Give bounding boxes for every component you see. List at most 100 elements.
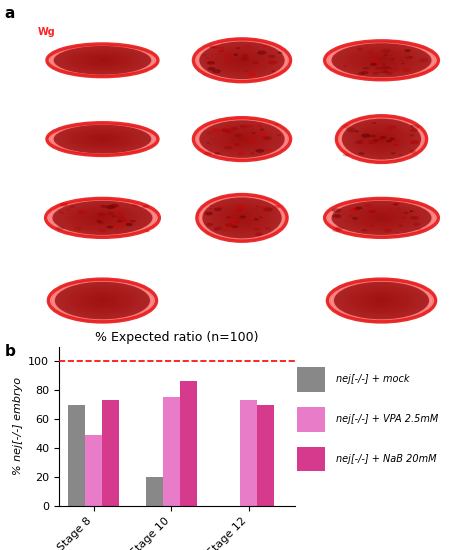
Ellipse shape bbox=[378, 138, 384, 140]
Ellipse shape bbox=[214, 152, 220, 155]
Ellipse shape bbox=[396, 209, 399, 211]
Ellipse shape bbox=[99, 229, 106, 232]
Ellipse shape bbox=[237, 209, 242, 211]
Ellipse shape bbox=[381, 66, 390, 70]
Ellipse shape bbox=[383, 229, 392, 233]
Ellipse shape bbox=[337, 67, 340, 68]
Ellipse shape bbox=[343, 65, 347, 67]
Ellipse shape bbox=[259, 217, 263, 218]
Ellipse shape bbox=[350, 208, 358, 212]
Text: nej[-/-] +Mock: nej[-/-] +Mock bbox=[207, 7, 261, 16]
Ellipse shape bbox=[234, 134, 242, 137]
Ellipse shape bbox=[251, 152, 254, 154]
Ellipse shape bbox=[368, 51, 375, 54]
Ellipse shape bbox=[232, 225, 238, 228]
Ellipse shape bbox=[240, 125, 247, 128]
Ellipse shape bbox=[207, 142, 210, 144]
Ellipse shape bbox=[276, 134, 281, 136]
Ellipse shape bbox=[100, 205, 107, 208]
Ellipse shape bbox=[250, 139, 257, 142]
Ellipse shape bbox=[193, 39, 291, 81]
Ellipse shape bbox=[202, 197, 282, 239]
Ellipse shape bbox=[199, 41, 285, 79]
Ellipse shape bbox=[331, 43, 433, 78]
Ellipse shape bbox=[242, 54, 248, 57]
Ellipse shape bbox=[203, 74, 206, 75]
Ellipse shape bbox=[49, 200, 157, 236]
Ellipse shape bbox=[370, 63, 377, 66]
Ellipse shape bbox=[411, 125, 420, 129]
FancyBboxPatch shape bbox=[297, 408, 325, 432]
Ellipse shape bbox=[372, 72, 379, 75]
Ellipse shape bbox=[209, 208, 212, 210]
Ellipse shape bbox=[230, 219, 238, 223]
Ellipse shape bbox=[390, 68, 399, 72]
Ellipse shape bbox=[226, 216, 231, 218]
Ellipse shape bbox=[116, 213, 121, 215]
Ellipse shape bbox=[381, 49, 391, 53]
Ellipse shape bbox=[268, 60, 277, 64]
Ellipse shape bbox=[49, 279, 157, 322]
Ellipse shape bbox=[364, 204, 373, 208]
Ellipse shape bbox=[369, 210, 376, 213]
Ellipse shape bbox=[254, 218, 259, 221]
Ellipse shape bbox=[385, 72, 393, 75]
Ellipse shape bbox=[391, 59, 395, 60]
Ellipse shape bbox=[387, 212, 391, 213]
Ellipse shape bbox=[263, 207, 273, 212]
Ellipse shape bbox=[54, 281, 151, 320]
Ellipse shape bbox=[260, 128, 265, 131]
Ellipse shape bbox=[256, 206, 261, 207]
Ellipse shape bbox=[341, 118, 422, 160]
Ellipse shape bbox=[371, 60, 379, 64]
Ellipse shape bbox=[363, 67, 370, 70]
Ellipse shape bbox=[390, 138, 398, 142]
Ellipse shape bbox=[112, 215, 117, 217]
Ellipse shape bbox=[277, 52, 282, 54]
Ellipse shape bbox=[254, 208, 257, 210]
Ellipse shape bbox=[213, 228, 219, 231]
Ellipse shape bbox=[383, 70, 388, 73]
Ellipse shape bbox=[410, 210, 414, 212]
Ellipse shape bbox=[98, 221, 104, 224]
Ellipse shape bbox=[370, 55, 378, 58]
Ellipse shape bbox=[268, 55, 276, 58]
Ellipse shape bbox=[204, 152, 212, 155]
Ellipse shape bbox=[389, 67, 392, 69]
Ellipse shape bbox=[379, 71, 385, 73]
Text: Stage 10: Stage 10 bbox=[21, 202, 28, 233]
Ellipse shape bbox=[386, 140, 392, 142]
Ellipse shape bbox=[390, 152, 395, 155]
Ellipse shape bbox=[394, 144, 399, 146]
Ellipse shape bbox=[350, 208, 357, 212]
Ellipse shape bbox=[54, 46, 151, 75]
Ellipse shape bbox=[198, 41, 286, 80]
Ellipse shape bbox=[375, 67, 382, 70]
Ellipse shape bbox=[372, 122, 376, 124]
Ellipse shape bbox=[78, 210, 86, 214]
Ellipse shape bbox=[327, 279, 435, 322]
Ellipse shape bbox=[206, 223, 213, 227]
Ellipse shape bbox=[225, 223, 234, 227]
Bar bbox=[85, 435, 102, 506]
Ellipse shape bbox=[355, 140, 363, 144]
Ellipse shape bbox=[396, 207, 400, 209]
Ellipse shape bbox=[332, 228, 341, 232]
Ellipse shape bbox=[47, 44, 158, 76]
Ellipse shape bbox=[96, 220, 101, 222]
Ellipse shape bbox=[50, 124, 155, 155]
Ellipse shape bbox=[54, 125, 151, 153]
Ellipse shape bbox=[246, 125, 252, 128]
Ellipse shape bbox=[274, 123, 279, 125]
Ellipse shape bbox=[234, 143, 241, 146]
Ellipse shape bbox=[131, 220, 137, 223]
Ellipse shape bbox=[106, 205, 115, 209]
Ellipse shape bbox=[59, 211, 64, 213]
Ellipse shape bbox=[327, 200, 435, 236]
Ellipse shape bbox=[271, 70, 275, 72]
Ellipse shape bbox=[116, 210, 124, 213]
Ellipse shape bbox=[255, 233, 262, 236]
Ellipse shape bbox=[233, 210, 238, 212]
Ellipse shape bbox=[413, 223, 420, 226]
Ellipse shape bbox=[403, 212, 409, 214]
